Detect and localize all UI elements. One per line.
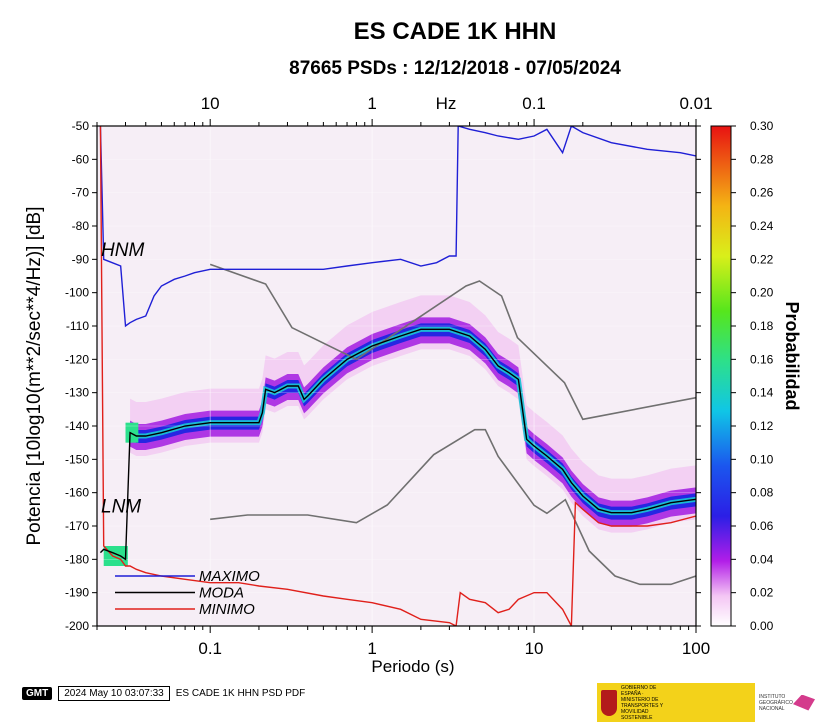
colorbar-tick-label: 0.04: [750, 552, 774, 566]
ign-logo: INSTITUTO GEOGRÁFICO NACIONAL: [755, 683, 819, 722]
axis-ticks: -50 -60 -70 -80 -90 -100 -110 -120 -130 -140 -150 -…: [65, 94, 713, 658]
colorbar-tick-label: 0.28: [750, 152, 774, 166]
colorbar-tick-label: 0.02: [750, 586, 774, 600]
x-tick-label: 10: [525, 639, 544, 658]
colorbar-tick-label: 0.20: [750, 286, 774, 300]
density-outer: [130, 317, 696, 527]
series-layer: [99, 126, 696, 626]
ign-text: INSTITUTO GEOGRÁFICO NACIONAL: [759, 693, 793, 712]
footer: GMT 2024 May 10 03:07:33 ES CADE 1K HHN …: [22, 686, 305, 701]
top-tick-label: 1: [367, 94, 376, 113]
footer-caption: ES CADE 1K HHN PSD PDF: [175, 688, 306, 699]
colorbar-tick-label: 0.14: [750, 386, 774, 400]
colorbar-tick-label: 0.22: [750, 252, 774, 266]
y-tick-label: -120: [65, 352, 89, 366]
plot-area: [97, 126, 696, 626]
colorbar-tick-label: 0.16: [750, 352, 774, 366]
coat-of-arms-icon: [601, 689, 617, 716]
y-tick-label: -100: [65, 286, 89, 300]
colorbar-tick-label: 0.12: [750, 419, 774, 433]
lnm-label: LNM: [101, 497, 141, 518]
y-tick-label: -110: [66, 319, 89, 333]
x-axis-label: Periodo (s): [371, 657, 454, 676]
hnm-label: HNM: [101, 240, 144, 261]
ministry-text: GOBIERNO DE ESPAÑA · MINISTERIO DE TRANS…: [621, 684, 663, 721]
x-tick-label: 100: [682, 639, 710, 658]
top-tick-label: 0.1: [522, 94, 546, 113]
y-tick-label: -70: [72, 186, 90, 200]
colorbar-tick-label: 0.26: [750, 186, 774, 200]
series-line-minimo: [99, 126, 696, 626]
chart-subtitle: 87665 PSDs : 12/12/2018 - 07/05/2024: [289, 58, 621, 79]
density-cluster-start: [125, 422, 139, 443]
timestamp: 2024 May 10 03:07:33: [58, 686, 170, 701]
y-tick-label: -180: [65, 552, 89, 566]
y-tick-label: -130: [65, 386, 89, 400]
plot-frame: [96, 125, 697, 627]
colorbar-tick-label: 0.18: [750, 319, 774, 333]
x-tick-label: 1: [367, 639, 376, 658]
colorbar-tick-label: 0.00: [750, 619, 774, 633]
y-tick-label: -90: [72, 252, 90, 266]
top-tick-label: 10: [201, 94, 220, 113]
y-tick-label: -50: [72, 119, 90, 133]
colorbar-tick-label: 0.06: [750, 519, 774, 533]
colorbar-tick-label: 0.10: [750, 452, 774, 466]
gmt-logo: GMT: [22, 687, 53, 700]
colorbar-tick-label: 0.24: [750, 219, 774, 233]
model-labels: HNM LNM: [101, 240, 144, 518]
colorbar-label: Probabilidad: [782, 301, 802, 410]
top-axis-unit: Hz: [436, 94, 457, 113]
y-tick-label: -150: [65, 452, 89, 466]
chart-title: ES CADE 1K HHN: [353, 18, 557, 45]
institution-logos: GOBIERNO DE ESPAÑA · MINISTERIO DE TRANS…: [597, 683, 824, 722]
y-axis-label: Potencia [10log10(m**2/sec**4/Hz)] [dB]: [24, 206, 45, 545]
series-line-hnm: [209, 263, 696, 421]
y-tick-label: -60: [72, 152, 90, 166]
colorbar-tick-label: 0.30: [750, 119, 774, 133]
y-tick-label: -200: [65, 619, 89, 633]
legend-label-maximo: MAXIMO: [199, 568, 260, 585]
series-line-maximo: [99, 126, 696, 328]
ign-mark-icon: [793, 694, 815, 711]
colorbar-tick-label: 0.08: [750, 486, 774, 500]
legend-label-minimo: MINIMO: [199, 601, 255, 618]
ministry-logo: GOBIERNO DE ESPAÑA · MINISTERIO DE TRANS…: [597, 683, 755, 722]
x-tick-label: 0.1: [198, 639, 222, 658]
colorbar-ticks: 0.00 0.02 0.04 0.06 0.08 0.10 0.12 0.14 0.16 0.18…: [731, 119, 774, 633]
top-tick-label: 0.01: [679, 94, 712, 113]
y-tick-label: -140: [65, 419, 89, 433]
y-tick-label: -80: [72, 219, 90, 233]
y-tick-label: -160: [65, 486, 89, 500]
y-tick-label: -170: [65, 519, 89, 533]
series-line-moda: [99, 328, 696, 561]
series-line-lnm: [210, 428, 696, 586]
legend-label-moda: MODA: [199, 585, 244, 602]
colorbar: [710, 125, 732, 627]
y-tick-label: -190: [65, 586, 89, 600]
